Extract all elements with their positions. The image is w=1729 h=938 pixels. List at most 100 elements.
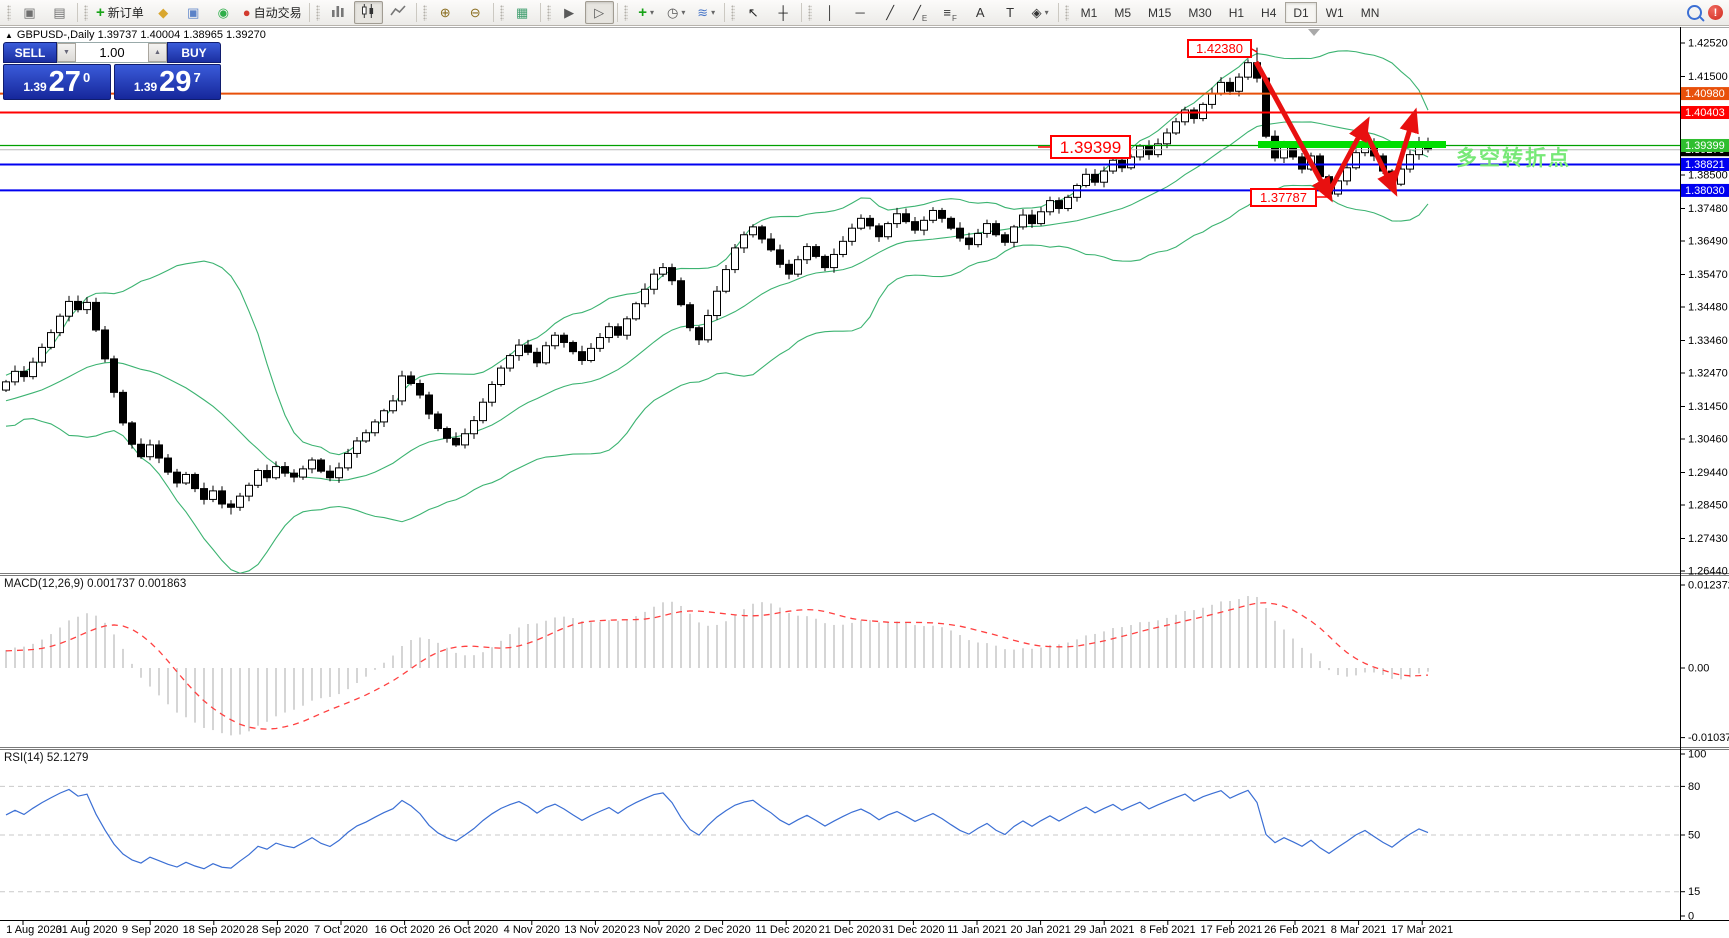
buy-price-big: 29 [159, 66, 192, 99]
toolbar-grip[interactable] [315, 4, 320, 21]
macd-axis-label: 0.012372 [1688, 579, 1729, 591]
timeframe-m15[interactable]: M15 [1148, 5, 1172, 20]
toolbar-grip[interactable] [422, 4, 427, 21]
toolbar-grip[interactable] [546, 4, 551, 21]
low-price-callout-text: 1.37787 [1260, 190, 1307, 205]
toolbar-separator [492, 3, 494, 22]
line-chart-icon [390, 3, 406, 22]
rsi-label: RSI(14) 52.1279 [4, 752, 88, 764]
line-chart-button[interactable] [384, 1, 413, 24]
cursor-icon: ↖ [747, 5, 759, 20]
candlestick-chart-button[interactable] [353, 1, 383, 24]
zoom-out-button[interactable]: ⊖ [461, 1, 490, 24]
chart-shift-button[interactable]: ▷ [584, 1, 614, 24]
timeframe-h4[interactable]: H4 [1261, 5, 1277, 20]
new-order-button[interactable]: + 新订单 [92, 1, 148, 24]
toolbar-separator [539, 3, 541, 22]
date-tick-label: 17 Feb 2021 [1201, 924, 1263, 936]
channel-button[interactable]: ╱ E [906, 1, 935, 24]
toolbar-grip[interactable] [730, 4, 735, 21]
bar-chart-button[interactable] [324, 1, 353, 24]
timeframe-mn[interactable]: MN [1360, 5, 1380, 20]
buy-price-button[interactable]: 1.39 29 7 [113, 64, 221, 100]
volume-decrease-button[interactable]: ▼ [57, 43, 76, 62]
trendline-button[interactable]: ╱ [876, 1, 905, 24]
sell-price-button[interactable]: 1.39 27 0 [3, 64, 111, 100]
macd-label: MACD(12,26,9) 0.001737 0.001863 [4, 578, 186, 590]
chart-preview-icon: ▤ [53, 5, 66, 20]
zoom-in-button[interactable]: ⊕ [431, 1, 460, 24]
timeframe-d1[interactable]: D1 [1285, 2, 1317, 23]
annotations-layer[interactable]: 1.42380 1.39399 1.37787 多空转折点 [1038, 39, 1571, 207]
vertical-line-icon: │ [826, 5, 835, 20]
text-label-icon: T [1006, 5, 1015, 20]
periods-button[interactable]: ◷ ▾ [662, 1, 691, 24]
date-tick-label: 28 Sep 2020 [246, 924, 308, 936]
timeframe-w1[interactable]: W1 [1325, 5, 1344, 20]
indicators-button[interactable]: + ▾ [632, 1, 661, 24]
date-tick-label: 4 Nov 2020 [504, 924, 560, 936]
cursor-button[interactable]: ↖ [739, 1, 768, 24]
auto-scroll-button[interactable]: ▶ [555, 1, 584, 24]
trendline-icon: ╱ [886, 5, 895, 20]
date-tick-label: 1 Aug 2020 [6, 924, 62, 936]
templates-button[interactable]: ≋ ▾ [692, 1, 721, 24]
autotrading-button[interactable]: ● 自动交易 [239, 1, 306, 24]
timeframe-m5[interactable]: M5 [1114, 5, 1131, 20]
high-price-callout[interactable] [1187, 39, 1252, 58]
text-label-button[interactable]: T [996, 1, 1025, 24]
timeframe-m30[interactable]: M30 [1188, 5, 1212, 20]
signals-button[interactable]: ◉ [209, 1, 238, 24]
low-price-callout[interactable] [1250, 188, 1317, 207]
date-tick-label: 31 Aug 2020 [56, 924, 118, 936]
trend-arrow[interactable] [1253, 60, 1333, 203]
price-tick-label: 1.37480 [1688, 203, 1728, 215]
terminal-button[interactable]: ▣ [179, 1, 208, 24]
price-tick-label: 1.27430 [1688, 533, 1728, 545]
crosshair-button[interactable]: ┼ [769, 1, 798, 24]
toolbar-grip[interactable] [1064, 4, 1069, 21]
price-axis: 1.42520 1.41500 1.38500 1.37480 1.36490 1.354… [1680, 38, 1729, 578]
zone-annotation-text[interactable]: 多空转折点 [1456, 146, 1571, 170]
sell-button[interactable]: SELL [3, 42, 57, 63]
auto-scroll-icon: ▶ [564, 5, 575, 20]
tile-windows-button[interactable]: ▦ [508, 1, 537, 24]
level-price-callout[interactable] [1050, 135, 1131, 159]
shapes-button[interactable]: ◈ ▾ [1026, 1, 1055, 24]
date-tick-label: 31 Dec 2020 [882, 924, 944, 936]
volume-increase-button[interactable]: ▲ [148, 43, 167, 62]
fibonacci-button[interactable]: ≡ F [936, 1, 965, 24]
symbol-ohlc-line: ▲ GBPUSD-,Daily 1.39737 1.40004 1.38965 … [5, 29, 266, 41]
volume-input[interactable]: 1.00 [99, 45, 125, 60]
price-badge-label: 1.38821 [1685, 159, 1725, 171]
signals-icon: ◉ [217, 5, 229, 20]
horizontal-line-button[interactable]: ─ [846, 1, 875, 24]
date-tick-label: 17 Mar 2021 [1391, 924, 1453, 936]
timeframe-h1[interactable]: H1 [1228, 5, 1245, 20]
vertical-line-button[interactable]: │ [816, 1, 845, 24]
history-icon: ◆ [158, 5, 169, 20]
autotrading-label: 自动交易 [253, 6, 302, 20]
search-icon[interactable] [1687, 5, 1702, 20]
toolbar-grip[interactable] [499, 4, 504, 21]
trend-arrow[interactable] [1361, 127, 1398, 197]
date-tick-label: 23 Nov 2020 [628, 924, 690, 936]
trend-arrow[interactable] [1389, 107, 1419, 189]
timeframe-m1[interactable]: M1 [1080, 5, 1098, 20]
trend-arrow[interactable] [1324, 116, 1370, 198]
history-button[interactable]: ◆ [149, 1, 178, 24]
date-tick-label: 11 Jan 2021 [947, 924, 1007, 936]
toolbar-grip[interactable] [84, 4, 88, 21]
chart-window-button[interactable]: ▣ [15, 1, 44, 24]
macd-axis-label: -0.010374 [1688, 732, 1729, 744]
toolbar-grip[interactable] [807, 4, 812, 21]
text-button[interactable]: A [966, 1, 995, 24]
toolbar-grip[interactable] [623, 4, 628, 21]
date-tick-label: 13 Nov 2020 [564, 924, 626, 936]
buy-button[interactable]: BUY [167, 42, 221, 63]
fibonacci-icon: ≡ [943, 5, 951, 20]
notifications-icon[interactable]: ! [1708, 5, 1723, 20]
toolbar-grip[interactable] [7, 4, 11, 21]
chart-preview-button[interactable]: ▤ [45, 1, 74, 24]
